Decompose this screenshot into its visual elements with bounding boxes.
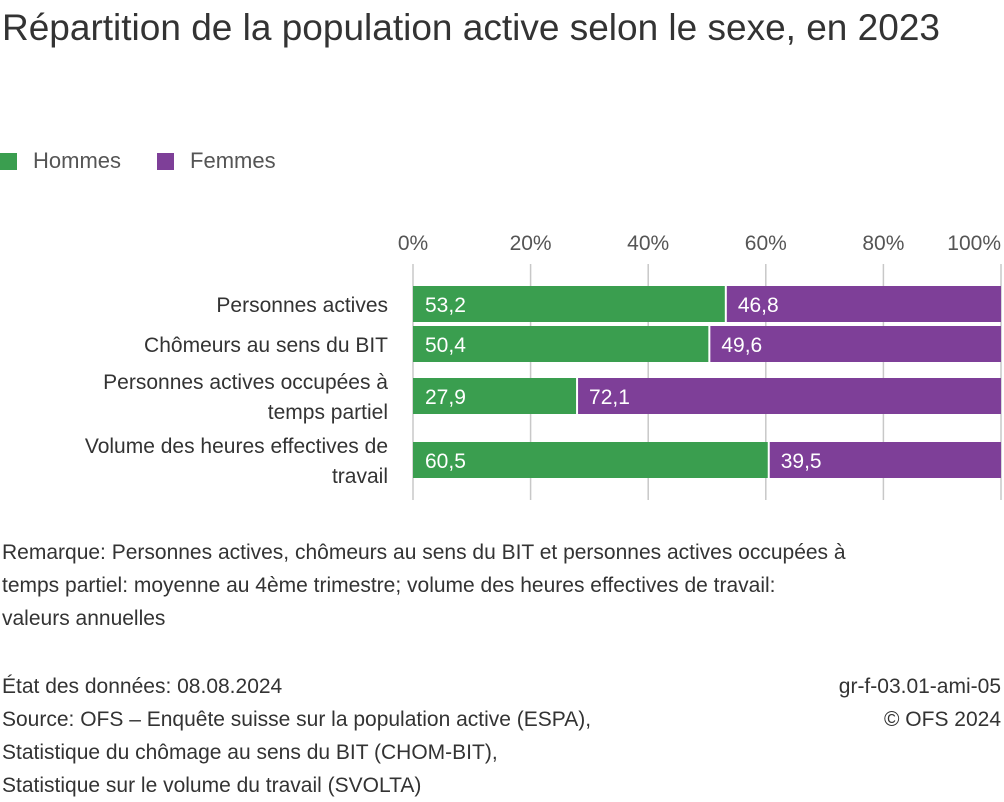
category-label: Chômeurs au sens du BIT [144,334,388,357]
chart-title: Répartition de la population active selo… [2,7,940,48]
data-label: 49,6 [721,334,762,357]
x-tick-label: 20% [510,232,552,255]
note-line: temps partiel: moyenne au 4ème trimestre… [2,574,776,597]
chart-code: gr-f-03.01-ami-05 [838,675,1001,698]
data-label: 27,9 [425,386,466,409]
x-tick-label: 80% [862,232,904,255]
source-line: Source: OFS – Enquête suisse sur la popu… [2,708,592,731]
chart-note: Remarque: Personnes actives, chômeurs au… [2,536,1002,635]
legend-label-femmes: Femmes [190,148,276,173]
legend-item-hommes[interactable]: Hommes [0,148,121,174]
category-label: Volume des heures effectives de [85,435,388,458]
legend-item-femmes[interactable]: Femmes [157,148,276,174]
category-label: temps partiel [268,401,388,424]
bar-hommes [413,326,710,362]
x-tick-label: 60% [745,232,787,255]
data-label: 50,4 [425,334,466,357]
note-line: valeurs annuelles [2,607,166,630]
data-label: 46,8 [738,294,779,317]
data-label: 72,1 [589,386,630,409]
stacked-bar-chart: 0% 20% 40% 60% 80% 100% 53,2 46,8 Personnes acti… [85,232,1002,500]
x-tick-label: 40% [627,232,669,255]
category-label: travail [332,465,388,488]
legend: Hommes Femmes [0,146,312,176]
data-label: 39,5 [781,450,822,473]
legend-swatch-hommes [0,152,17,170]
x-tick-label: 100% [947,232,1001,255]
legend-swatch-femmes [157,152,175,170]
bar-femmes [768,442,1001,478]
text-layer: 0% 20% 40% 60% 80% 100% 53,2 46,8 Personnes acti… [85,232,1001,488]
source-line: Statistique du chômage au sens du BIT (C… [2,741,498,764]
note-line: Remarque: Personnes actives, chômeurs au… [2,541,846,564]
bar-layer [413,286,1001,478]
footer-id-block: gr-f-03.01-ami-05 © OFS 2024 [839,670,1001,736]
x-tick-label: 0% [398,232,428,255]
footer-source-block: État des données: 08.08.2024 Source: OFS… [2,670,591,802]
legend-label-hommes: Hommes [33,148,122,173]
data-label: 60,5 [425,450,466,473]
bar-hommes [413,378,578,414]
bar-femmes [709,326,1001,362]
bar-femmes [725,286,1001,322]
category-label: Personnes actives [216,294,388,317]
source-line: Statistique sur le volume du travail (SV… [2,774,422,797]
copyright: © OFS 2024 [883,708,1001,731]
bar-hommes [413,442,769,478]
data-label: 53,2 [425,294,466,317]
bar-hommes [413,286,726,322]
data-date: État des données: 08.08.2024 [2,675,283,698]
category-label: Personnes actives occupées à [103,371,388,394]
bar-femmes [577,378,1001,414]
